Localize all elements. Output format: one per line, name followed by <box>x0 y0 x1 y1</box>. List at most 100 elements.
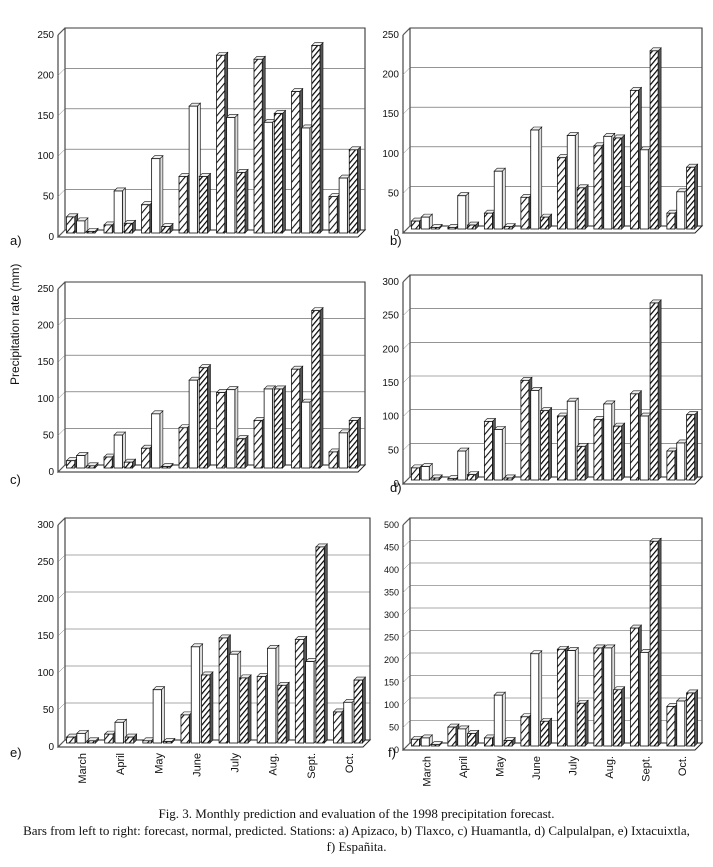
bar <box>294 639 305 744</box>
bar <box>328 196 338 234</box>
bar <box>649 540 659 747</box>
grid-side <box>57 739 66 748</box>
panel-label: d) <box>390 480 402 495</box>
bar-side <box>501 425 506 481</box>
bar <box>629 90 639 230</box>
chart-panel-5: 0 50 100 150 200 250 300 March April May June July A… <box>10 517 372 784</box>
y-tick-label: 50 <box>43 430 55 441</box>
x-tick-label: June <box>191 753 203 777</box>
bar <box>338 177 348 234</box>
y-tick-label: 50 <box>388 188 400 199</box>
grid-side <box>402 443 411 451</box>
bar <box>420 466 430 481</box>
bar-side <box>319 41 324 234</box>
bar <box>178 176 188 234</box>
y-tick-label: 250 <box>37 30 54 41</box>
grid-side <box>402 540 411 548</box>
grid-side <box>402 476 411 485</box>
grid-side <box>402 585 411 593</box>
bar <box>430 477 440 481</box>
grid-side <box>402 697 411 706</box>
bar <box>503 477 513 481</box>
y-tick-label: 100 <box>382 149 399 160</box>
bar <box>686 414 696 481</box>
caption-line-1: Fig. 3. Monthly prediction and evaluatio… <box>158 806 555 821</box>
x-tick-label: Aug. <box>604 756 616 779</box>
bar <box>410 467 420 481</box>
grid-side <box>57 428 66 436</box>
bar <box>540 410 550 481</box>
bar <box>142 740 152 744</box>
bar <box>457 728 467 747</box>
bar-side <box>621 686 625 747</box>
grid-side <box>57 229 66 238</box>
y-tick-label: 300 <box>384 610 399 620</box>
bar-side <box>694 689 698 747</box>
grid-side <box>402 652 411 661</box>
grid-side <box>402 607 411 616</box>
x-tick-label: May <box>153 753 165 774</box>
bar <box>123 461 133 469</box>
bar-side <box>548 406 552 481</box>
bar <box>540 720 550 747</box>
grid-side <box>402 375 411 384</box>
y-tick-label: 0 <box>393 479 399 490</box>
bar-side <box>501 691 506 747</box>
bar <box>124 736 135 744</box>
bar <box>66 460 76 469</box>
bar <box>198 176 208 234</box>
y-tick-label: 50 <box>43 192 55 203</box>
y-tick-label: 50 <box>388 445 400 456</box>
x-tick-label: May <box>494 756 506 777</box>
grid-side <box>57 149 66 157</box>
y-tick-label: 200 <box>37 594 54 605</box>
bar <box>273 113 283 234</box>
grid-side <box>57 189 66 197</box>
bar-side <box>584 442 589 481</box>
grid-side <box>57 591 66 600</box>
bar <box>226 389 236 469</box>
bar <box>576 445 586 481</box>
bar <box>410 220 420 230</box>
bar <box>311 45 321 234</box>
chart-panel-2: 0 50 100 150 200 250 b) <box>382 27 704 248</box>
y-tick-label: 200 <box>384 655 399 665</box>
bar <box>649 302 659 481</box>
bar <box>530 129 540 230</box>
y-tick-label: 150 <box>382 378 399 389</box>
grid-side <box>57 318 66 326</box>
bar-side <box>657 47 662 230</box>
bar <box>161 466 171 469</box>
panel-label: a) <box>10 233 22 248</box>
bar <box>305 661 315 744</box>
grid-side <box>402 186 411 194</box>
bar <box>66 216 76 234</box>
bar-side <box>357 146 361 234</box>
bar <box>483 421 493 481</box>
bar <box>301 127 311 234</box>
bar-side <box>207 172 211 234</box>
y-tick-label: 250 <box>382 311 399 322</box>
bar <box>86 230 96 234</box>
y-tick-label: 150 <box>37 357 54 368</box>
grid-side <box>57 665 66 674</box>
grid-side <box>57 68 66 76</box>
y-tick-label: 450 <box>384 543 399 553</box>
y-tick-label: 200 <box>382 344 399 355</box>
bar-side <box>362 676 366 744</box>
bar-side <box>209 671 214 744</box>
bar <box>256 676 266 744</box>
bar <box>420 737 430 747</box>
bar <box>161 226 171 234</box>
bar <box>503 226 513 230</box>
grid-side <box>402 517 411 526</box>
bar <box>66 736 76 744</box>
y-tick-label: 300 <box>37 520 54 531</box>
bar <box>253 420 263 469</box>
grid-side <box>57 628 66 637</box>
y-tick-label: 200 <box>382 70 399 81</box>
bar <box>114 721 124 744</box>
bar-side <box>465 192 470 230</box>
bar-side <box>161 685 165 744</box>
bar <box>629 627 639 747</box>
